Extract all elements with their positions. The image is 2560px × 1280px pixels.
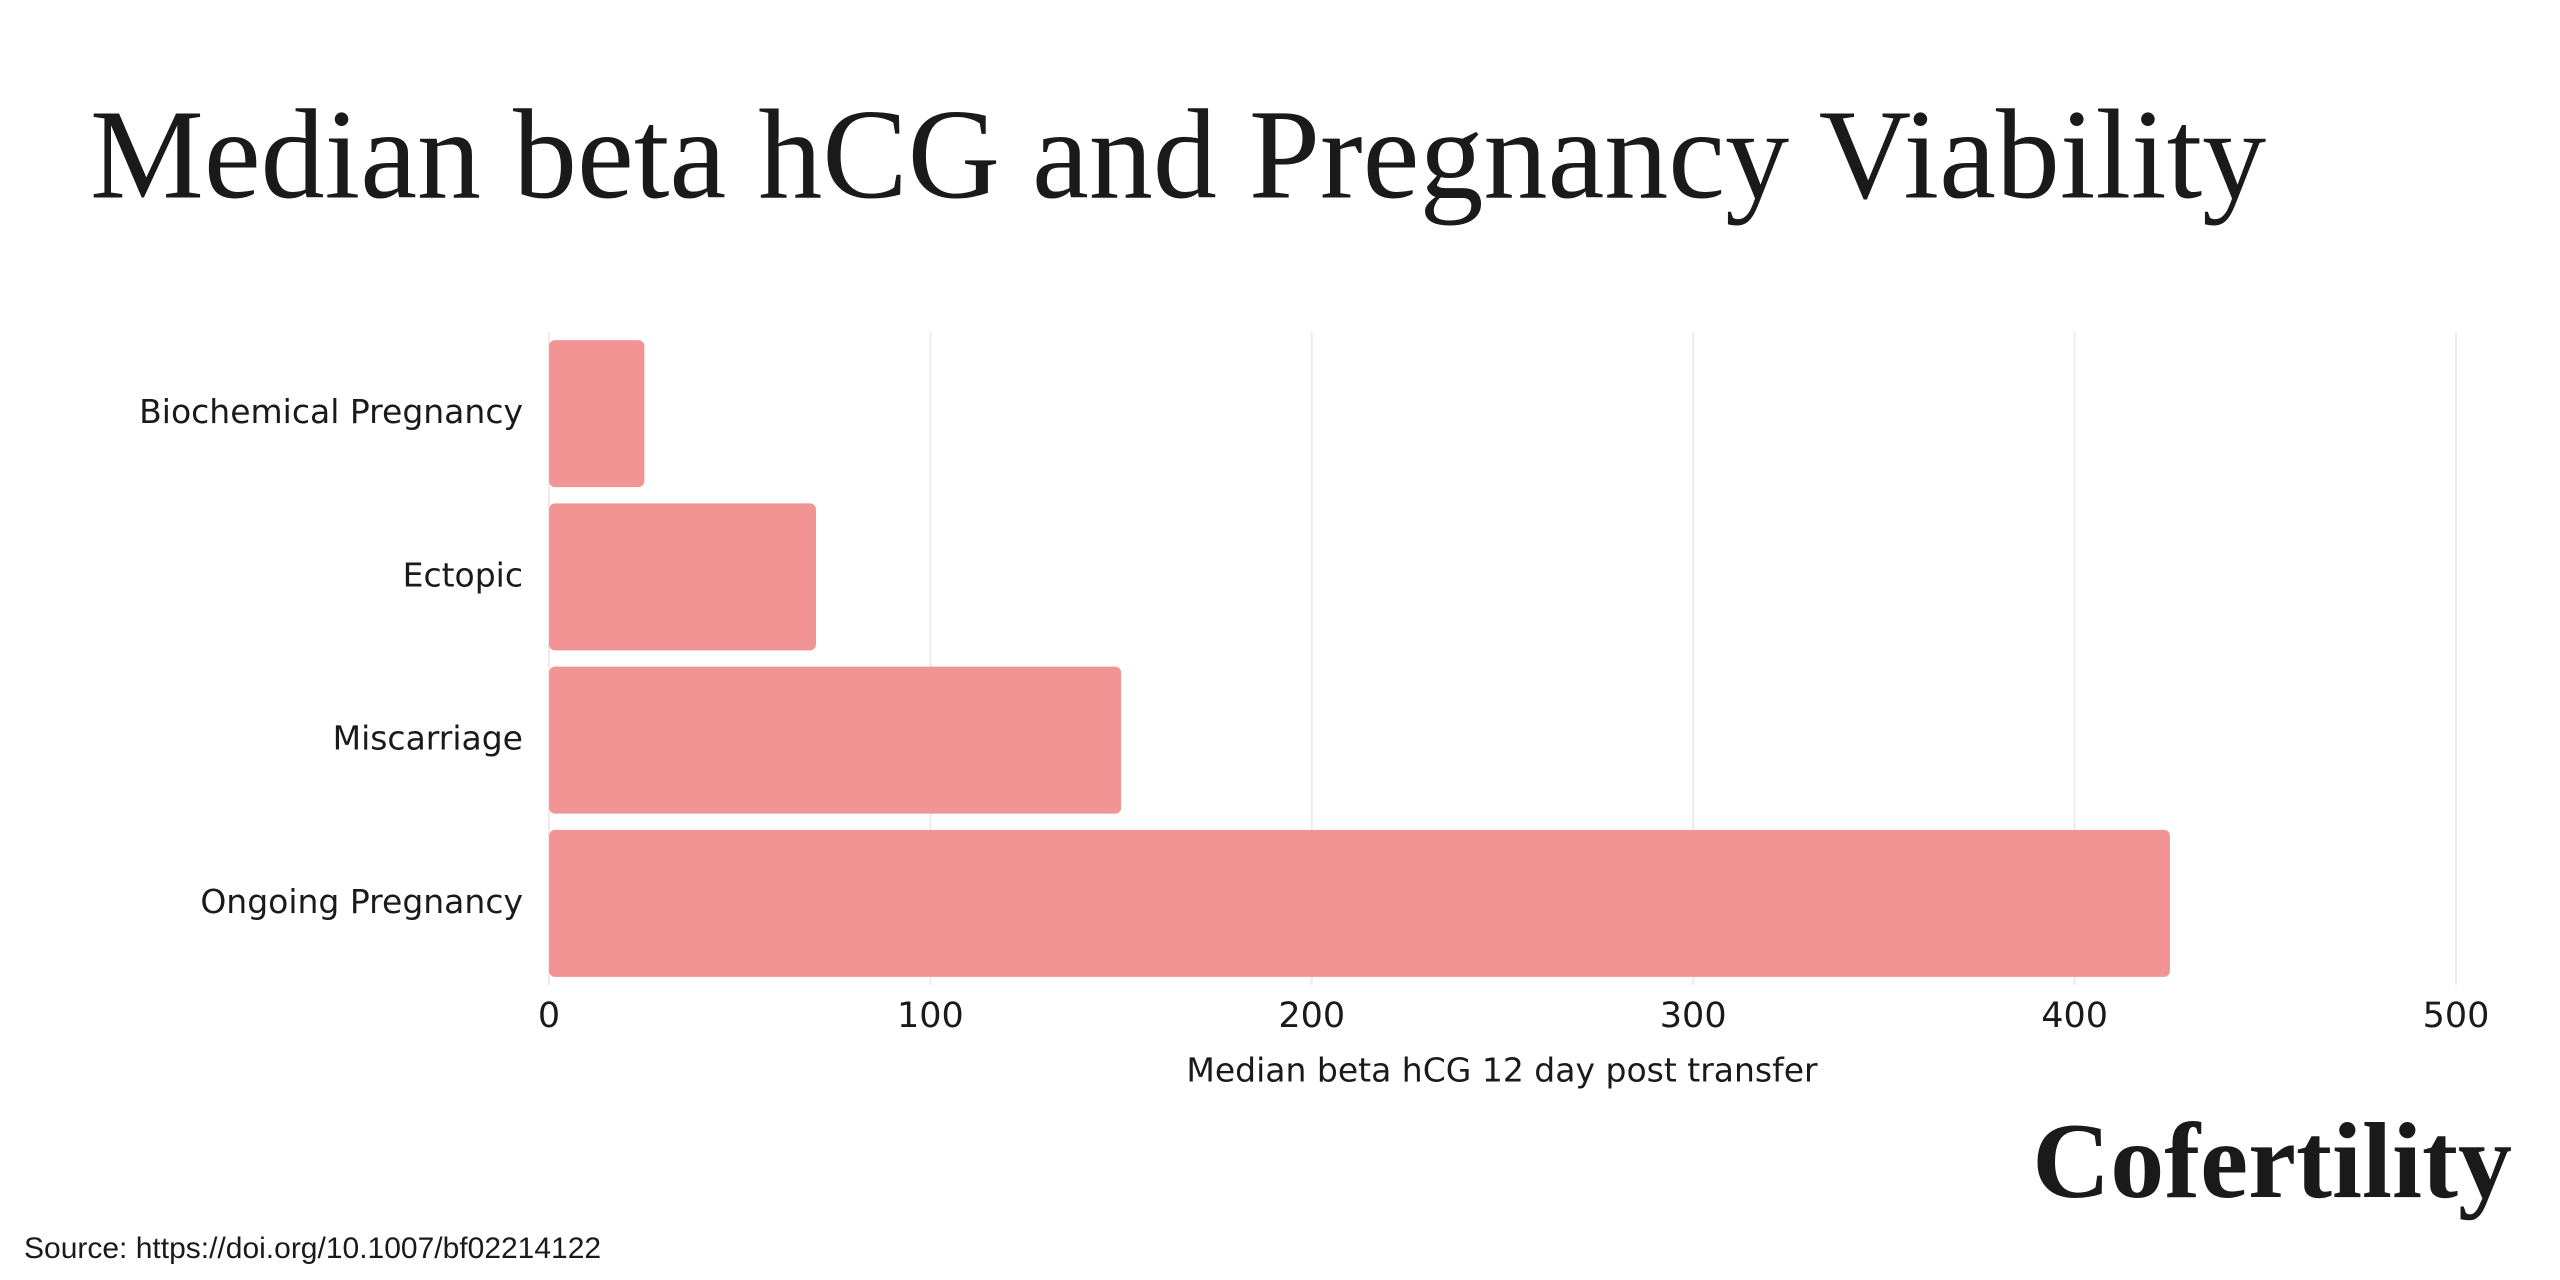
bar bbox=[549, 829, 2170, 977]
x-tick-label: 200 bbox=[1278, 996, 1345, 1036]
y-tick-label: Ongoing Pregnancy bbox=[200, 882, 523, 921]
x-tick-label: 500 bbox=[2423, 996, 2490, 1036]
x-tick-label: 100 bbox=[897, 996, 964, 1036]
bar bbox=[549, 503, 816, 651]
x-axis-label: Median beta hCG 12 day post transfer bbox=[1186, 1051, 1818, 1090]
x-tick-label: 0 bbox=[538, 996, 560, 1036]
chart-title: Median beta hCG and Pregnancy Viability bbox=[90, 83, 2266, 225]
y-tick-label: Biochemical Pregnancy bbox=[139, 392, 523, 431]
source-note: Source: https://doi.org/10.1007/bf022141… bbox=[24, 1232, 601, 1265]
y-tick-label: Miscarriage bbox=[333, 719, 523, 758]
y-tick-label: Ectopic bbox=[403, 555, 523, 594]
bar bbox=[549, 666, 1122, 814]
brand-logo: Cofertility bbox=[2032, 1102, 2512, 1221]
bar bbox=[549, 340, 645, 488]
x-tick-label: 300 bbox=[1660, 996, 1727, 1036]
x-tick-label: 400 bbox=[2041, 996, 2108, 1036]
